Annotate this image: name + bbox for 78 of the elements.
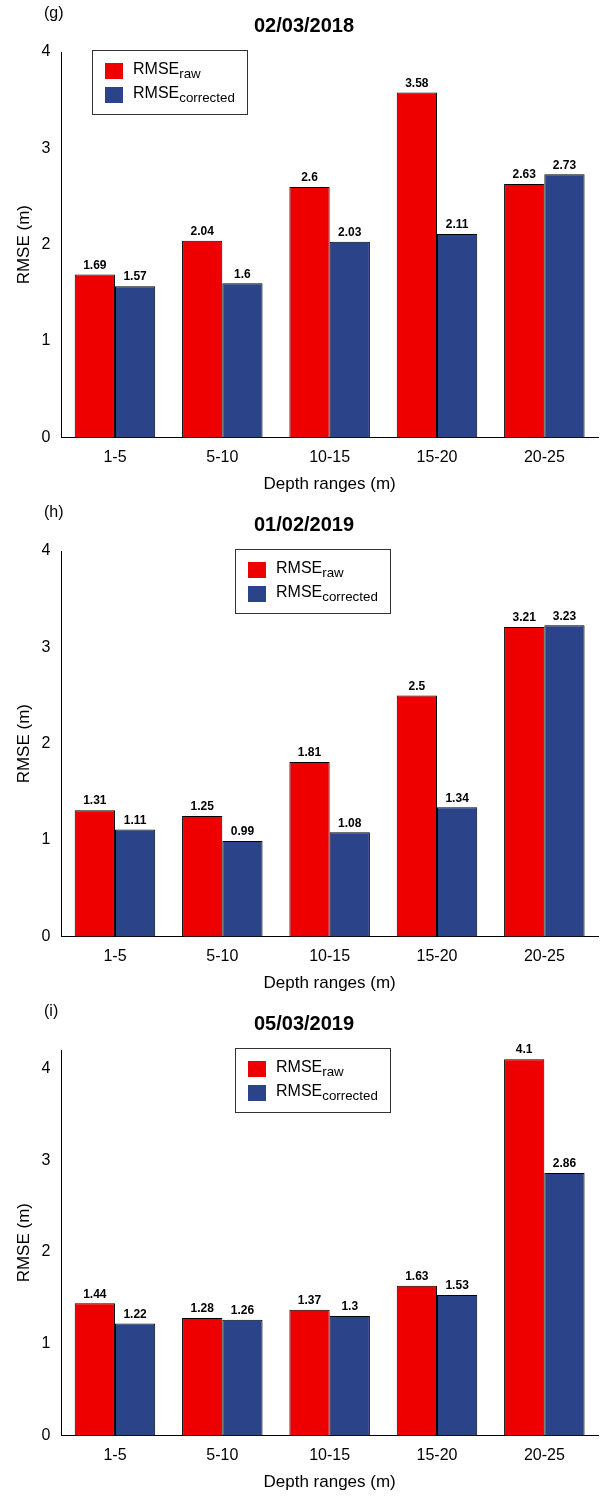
data-label: 1.28 — [190, 1301, 215, 1316]
data-label: 0.99 — [230, 824, 255, 839]
data-label: 2.03 — [338, 225, 362, 240]
y-axis-title: RMSE (m) — [13, 205, 33, 285]
data-label: 1.3 — [341, 1299, 359, 1314]
data-label: 1.6 — [234, 266, 252, 281]
legend-label: RMSE$_{raw}$ — [276, 1058, 344, 1080]
data-label: 1.26 — [230, 1303, 255, 1318]
x-tick-label: 1-5 — [103, 448, 127, 466]
data-label: 2.63 — [512, 167, 537, 182]
data-label: 1.81 — [297, 745, 322, 760]
y-tick-label: 1 — [41, 830, 51, 848]
x-tick-label: 10-15 — [309, 947, 351, 965]
data-label: 1.08 — [338, 815, 362, 830]
data-label: 1.57 — [123, 269, 148, 284]
legend-label: RMSE$_{raw}$ — [276, 559, 344, 581]
chart-title: 01/02/2019 — [253, 512, 355, 535]
legend-label: RMSE$_{corrected}$ — [133, 84, 235, 106]
x-tick-label: 5-10 — [206, 1446, 239, 1464]
legend-label: RMSE$_{corrected}$ — [276, 1082, 378, 1104]
y-tick-label: 4 — [41, 1058, 51, 1076]
y-tick-label: 0 — [41, 1425, 51, 1443]
y-tick-label: 0 — [41, 427, 51, 445]
x-tick-label: 1-5 — [103, 1446, 127, 1464]
data-label: 1.53 — [445, 1278, 470, 1293]
data-label: 1.22 — [123, 1306, 148, 1321]
x-axis-title: Depth ranges (m) — [263, 1472, 396, 1492]
data-label: 4.1 — [515, 1042, 533, 1057]
data-label: 1.37 — [297, 1293, 322, 1307]
x-tick-label: 5-10 — [206, 448, 239, 466]
chart-title: 05/03/2019 — [253, 1011, 355, 1034]
x-tick-label: 15-20 — [416, 1446, 458, 1464]
data-label: 1.34 — [445, 790, 470, 805]
data-label: 1.31 — [83, 793, 107, 808]
y-tick-label: 2 — [41, 235, 51, 253]
x-tick-label: 15-20 — [416, 947, 458, 965]
data-label: 1.25 — [190, 799, 215, 814]
legend-label: RMSE$_{corrected}$ — [276, 583, 378, 605]
data-label: 2.73 — [552, 157, 577, 172]
text: (i) — [44, 1002, 59, 1020]
x-axis-title: Depth ranges (m) — [263, 973, 396, 993]
x-tick-label: 10-15 — [309, 448, 351, 466]
data-label: 3.58 — [405, 75, 429, 90]
y-tick-label: 0 — [41, 926, 51, 944]
y-tick-label: 3 — [41, 138, 51, 156]
x-tick-label: 1-5 — [103, 947, 127, 965]
data-label: 2.5 — [408, 678, 426, 693]
data-label: 2.11 — [445, 217, 469, 232]
y-tick-label: 1 — [41, 1334, 51, 1352]
y-axis-title: RMSE (m) — [13, 1203, 33, 1283]
data-label: 1.11 — [123, 812, 147, 827]
data-label: 1.69 — [83, 257, 107, 272]
x-tick-label: 20-25 — [523, 947, 565, 965]
y-tick-label: 1 — [41, 331, 51, 349]
data-label: 2.6 — [301, 170, 319, 185]
y-tick-label: 2 — [41, 1242, 51, 1260]
x-tick-label: 5-10 — [206, 947, 239, 965]
data-label: 2.86 — [552, 1156, 577, 1171]
x-tick-label: 10-15 — [309, 1446, 351, 1464]
y-tick-label: 2 — [41, 734, 51, 752]
chart-title: 02/03/2018 — [253, 13, 355, 36]
legend-label: RMSE$_{raw}$ — [133, 60, 201, 82]
data-label: 1.44 — [83, 1286, 107, 1301]
y-tick-label: 4 — [41, 42, 51, 60]
x-tick-label: 15-20 — [416, 448, 458, 466]
y-tick-label: 3 — [41, 637, 51, 655]
x-axis-title: Depth ranges (m) — [263, 474, 396, 494]
x-tick-label: 20-25 — [523, 448, 565, 466]
data-label: 2.04 — [190, 224, 215, 239]
y-axis-title: RMSE (m) — [13, 704, 33, 784]
data-label: 3.21 — [512, 610, 537, 625]
data-label: 3.23 — [552, 608, 577, 623]
y-tick-label: 4 — [41, 541, 51, 559]
y-tick-label: 3 — [41, 1150, 51, 1168]
data-label: 1.63 — [405, 1269, 429, 1284]
x-tick-label: 20-25 — [523, 1446, 565, 1464]
text: (h) — [44, 503, 64, 521]
text: (g) — [44, 4, 64, 22]
